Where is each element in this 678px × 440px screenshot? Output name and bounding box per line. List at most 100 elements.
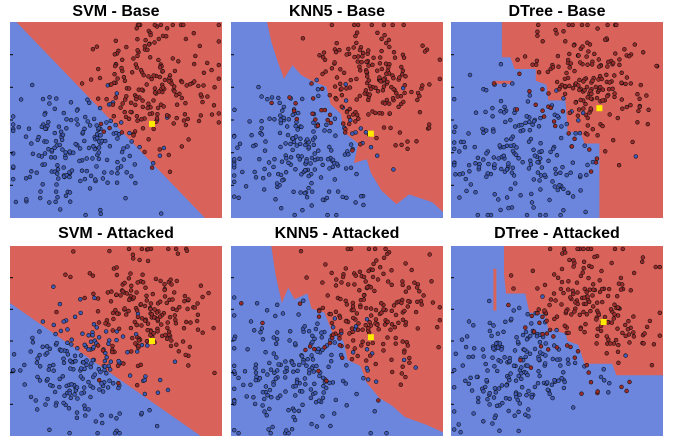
class-a-point [523, 354, 528, 360]
class-a-point [251, 395, 256, 400]
class-b-point [63, 272, 68, 277]
class-a-point [496, 156, 501, 161]
class-a-point [284, 365, 289, 371]
class-a-point [459, 337, 465, 342]
class-a-point [54, 171, 60, 176]
class-a-point [47, 200, 52, 205]
class-a-point [295, 127, 300, 132]
class-a-point [497, 143, 502, 148]
class-b-point [599, 76, 605, 82]
class-a-point [529, 200, 535, 205]
class-a-point [42, 151, 48, 156]
class-a-point [53, 199, 58, 205]
class-b-point [332, 84, 338, 89]
class-b-point [585, 123, 591, 128]
class-a-point [552, 378, 557, 383]
class-b-point [126, 246, 132, 252]
class-a-point [157, 153, 163, 158]
class-a-point [343, 82, 348, 87]
class-a-point [466, 163, 472, 168]
class-b-point [627, 53, 632, 59]
class-a-point [494, 403, 500, 409]
class-b-point [613, 337, 619, 343]
class-a-point [52, 145, 57, 151]
class-a-point [538, 115, 543, 121]
class-b-point [586, 275, 591, 281]
class-a-point [458, 430, 463, 435]
class-b-point [594, 341, 599, 346]
class-b-point [631, 334, 637, 339]
class-a-point [527, 127, 533, 133]
class-a-point [51, 322, 56, 328]
class-a-point [529, 191, 534, 197]
class-a-point [125, 349, 130, 355]
class-a-point [524, 393, 529, 398]
class-b-point [339, 280, 344, 285]
class-a-point [232, 162, 237, 167]
class-a-point [547, 391, 552, 397]
class-a-point [83, 212, 88, 218]
class-a-point [509, 316, 514, 322]
class-b-point [322, 107, 328, 113]
class-b-point [200, 294, 205, 300]
class-a-point [470, 354, 476, 359]
class-a-point [531, 118, 537, 124]
class-b-point [581, 259, 587, 265]
class-a-point [78, 366, 84, 371]
class-b-point [375, 88, 381, 94]
class-a-point [232, 134, 237, 139]
class-a-point [572, 360, 578, 366]
class-b-point [383, 61, 389, 66]
class-a-point [232, 398, 237, 404]
class-b-point [363, 279, 368, 284]
class-b-point [590, 78, 595, 83]
class-b-point [577, 77, 582, 83]
class-a-point [483, 87, 489, 93]
class-b-point [110, 328, 116, 333]
class-b-point [533, 102, 538, 108]
class-b-point [347, 85, 353, 90]
class-b-point [580, 270, 585, 275]
class-a-point [498, 61, 504, 67]
class-a-point [35, 374, 40, 380]
class-b-point [624, 104, 630, 110]
class-b-point [119, 65, 124, 71]
class-b-point [389, 282, 394, 287]
class-b-point [156, 36, 162, 42]
class-a-point [516, 305, 522, 311]
class-a-point [576, 118, 581, 123]
class-b-point [435, 324, 440, 330]
class-b-point [360, 54, 365, 59]
class-a-point [469, 388, 475, 393]
class-a-point [293, 134, 299, 139]
class-b-point [635, 120, 640, 125]
class-a-point [332, 177, 338, 182]
class-b-point [578, 97, 583, 103]
class-b-point [554, 314, 560, 319]
class-b-point [584, 54, 589, 59]
class-a-point [271, 382, 276, 387]
class-a-point [85, 119, 90, 124]
class-a-point [502, 104, 507, 110]
class-a-point [504, 167, 510, 172]
class-a-point [26, 126, 32, 131]
class-b-point [115, 76, 120, 81]
class-b-point [415, 326, 421, 331]
class-b-point [126, 86, 132, 91]
class-a-point [22, 382, 27, 387]
class-a-point [120, 334, 126, 339]
class-b-point [71, 249, 76, 254]
class-a-point [267, 406, 272, 412]
class-a-point [232, 428, 237, 433]
class-b-point [354, 97, 359, 102]
class-b-point [612, 312, 617, 317]
class-b-point [375, 322, 380, 328]
class-b-point [361, 297, 367, 302]
class-a-point [245, 347, 250, 352]
class-a-point [109, 170, 114, 175]
class-b-point [562, 83, 568, 89]
class-b-point [152, 22, 158, 28]
class-b-point [622, 47, 627, 52]
class-b-point [157, 147, 162, 152]
class-a-point [47, 427, 52, 433]
